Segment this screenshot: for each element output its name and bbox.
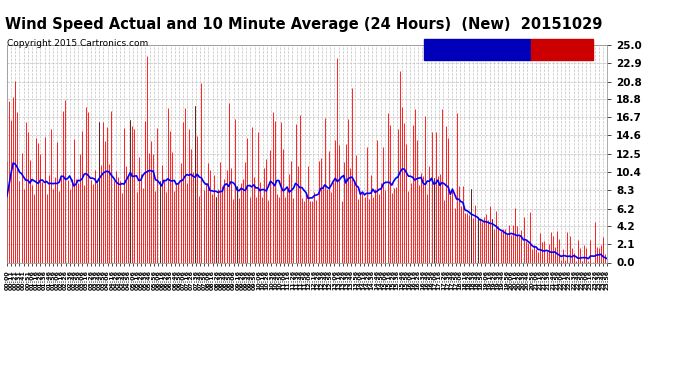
Text: Wind Speed Actual and 10 Minute Average (24 Hours)  (New)  20151029: Wind Speed Actual and 10 Minute Average … [5, 17, 602, 32]
Text: Copyright 2015 Cartronics.com: Copyright 2015 Cartronics.com [7, 39, 148, 48]
Text: Wind (mph): Wind (mph) [534, 45, 593, 54]
Text: 10 Min Avg (mph): 10 Min Avg (mph) [427, 45, 517, 54]
